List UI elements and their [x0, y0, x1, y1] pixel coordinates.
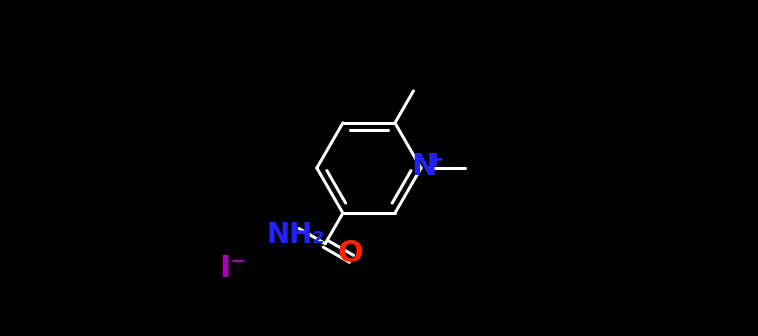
- Text: NH₂: NH₂: [267, 220, 325, 249]
- Text: O: O: [337, 239, 363, 267]
- Text: I⁻: I⁻: [219, 254, 246, 283]
- Text: N: N: [411, 153, 437, 181]
- Text: +: +: [426, 150, 444, 170]
